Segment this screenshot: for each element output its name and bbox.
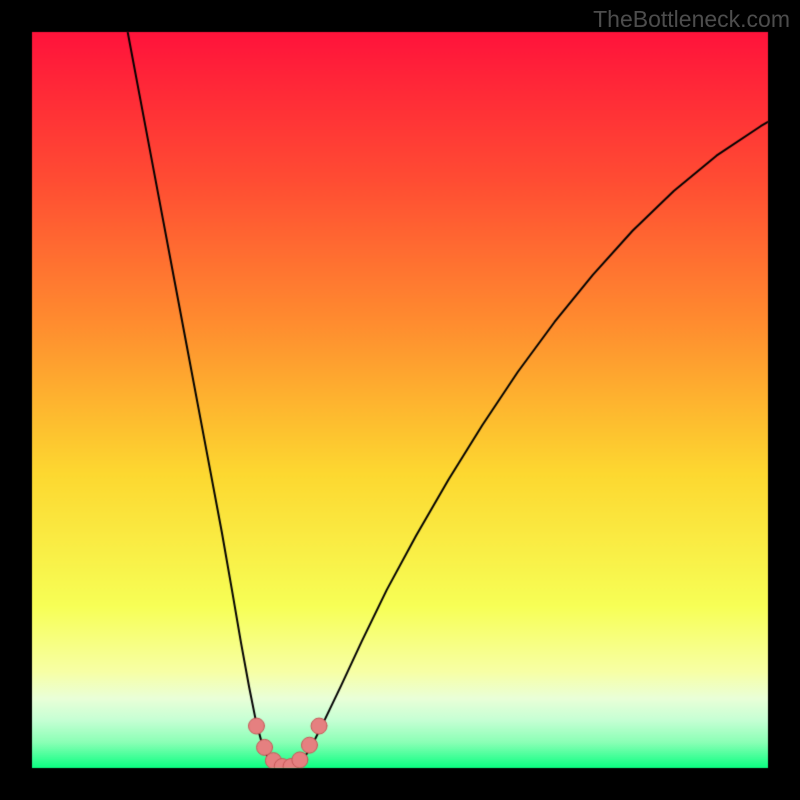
bottleneck-v-curve (0, 0, 800, 800)
chart-stage: TheBottleneck.com (0, 0, 800, 800)
watermark-text: TheBottleneck.com (593, 6, 790, 33)
